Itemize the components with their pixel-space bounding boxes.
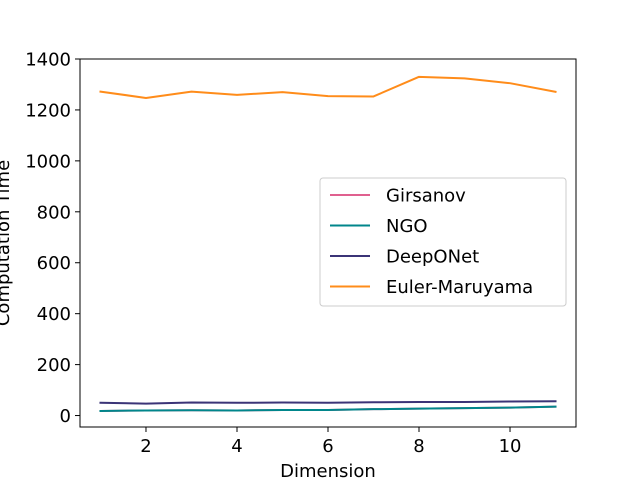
y-tick-label: 400 (37, 304, 71, 325)
y-tick-label: 800 (37, 202, 71, 223)
series-line-3 (99, 75, 557, 99)
y-tick-label: 0 (60, 406, 71, 427)
series-line-1 (99, 405, 557, 412)
legend-label: Girsanov (386, 186, 466, 207)
legend-label: NGO (386, 216, 428, 237)
x-tick-label: 2 (140, 436, 151, 457)
legend-label: Euler-Maruyama (386, 277, 533, 298)
series-line-2 (99, 400, 557, 405)
series-layer (99, 75, 557, 412)
y-axis: 0 200 400 600 800 1000 1200 1400 (25, 50, 80, 427)
x-tick-label: 4 (231, 436, 242, 457)
x-tick-label: 6 (322, 436, 333, 457)
legend: Girsanov NGO DeepONet Euler-Maruyama (319, 177, 567, 307)
legend-box (319, 177, 567, 307)
legend-label: DeepONet (386, 247, 479, 268)
x-axis-label: Dimension (280, 461, 376, 480)
y-tick-label: 1200 (25, 100, 71, 121)
y-tick-label: 600 (37, 253, 71, 274)
y-axis-label: Computation Time (0, 160, 14, 326)
y-tick-label: 1400 (25, 50, 71, 71)
x-tick-label: 10 (499, 436, 522, 457)
y-tick-label: 1000 (25, 151, 71, 172)
x-tick-label: 8 (413, 436, 424, 457)
y-tick-label: 200 (37, 355, 71, 376)
x-axis: 2 4 6 8 10 (140, 427, 521, 457)
